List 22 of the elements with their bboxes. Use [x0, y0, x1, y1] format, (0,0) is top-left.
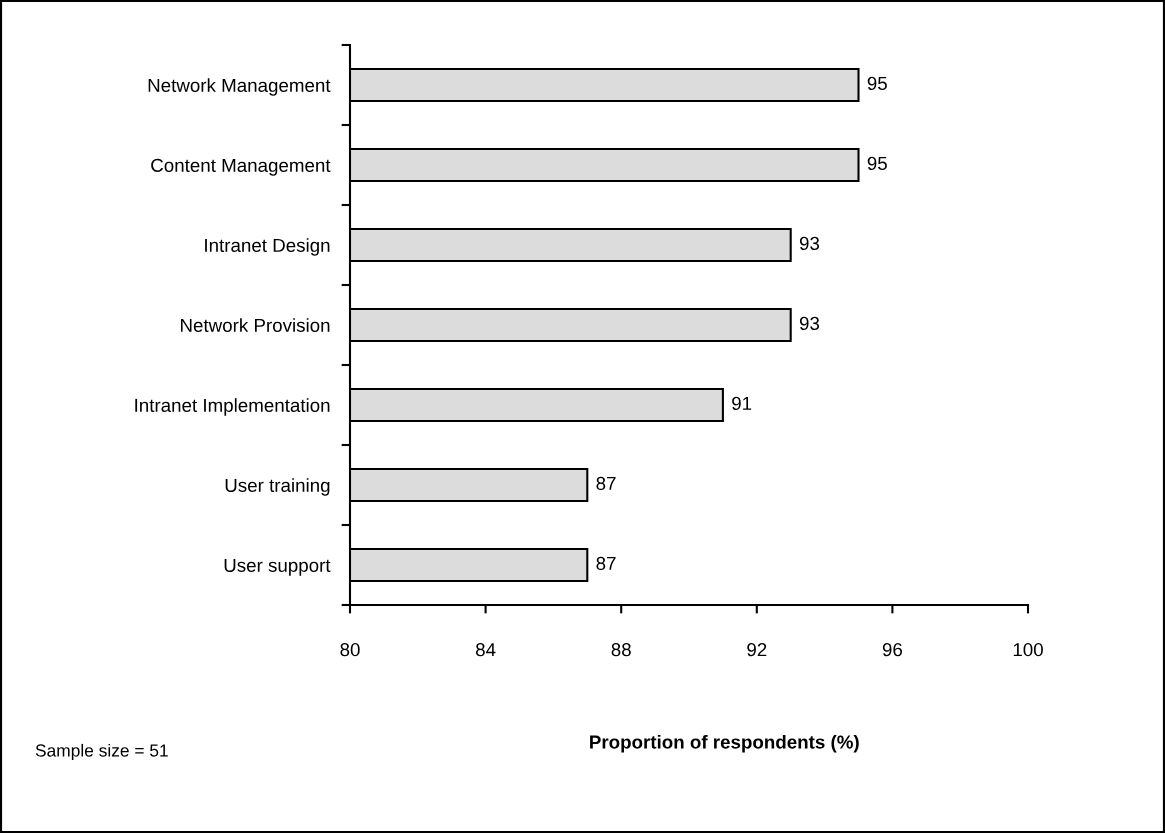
- x-tick-label: 96: [882, 643, 902, 657]
- data-label: 93: [799, 316, 820, 331]
- y-tick-label: Network Management: [148, 78, 331, 96]
- y-tick-label: Network Provision: [181, 318, 330, 332]
- x-tick-label: 80: [340, 643, 360, 657]
- data-label: 95: [867, 156, 887, 171]
- x-axis-title: Proportion of respondents (%): [590, 734, 859, 753]
- y-tick-label: Intranet Implementation: [135, 398, 330, 416]
- x-tick-label: 92: [747, 643, 767, 657]
- x-tick-label: 100: [1013, 643, 1043, 657]
- y-tick-label: Content Management: [151, 158, 331, 176]
- data-label: 93: [799, 236, 820, 251]
- y-tick-label: User support: [224, 558, 331, 576]
- y-tick-label: Intranet Design: [205, 238, 330, 256]
- data-label: 95: [867, 76, 887, 91]
- data-label: 91: [732, 396, 752, 411]
- x-tick-label: 88: [611, 643, 631, 657]
- data-label: 87: [596, 556, 616, 571]
- data-label: 87: [596, 476, 616, 491]
- y-tick-label: User training: [225, 478, 330, 496]
- text: Sample size = 51: [35, 743, 168, 761]
- x-tick-label: 84: [475, 643, 496, 657]
